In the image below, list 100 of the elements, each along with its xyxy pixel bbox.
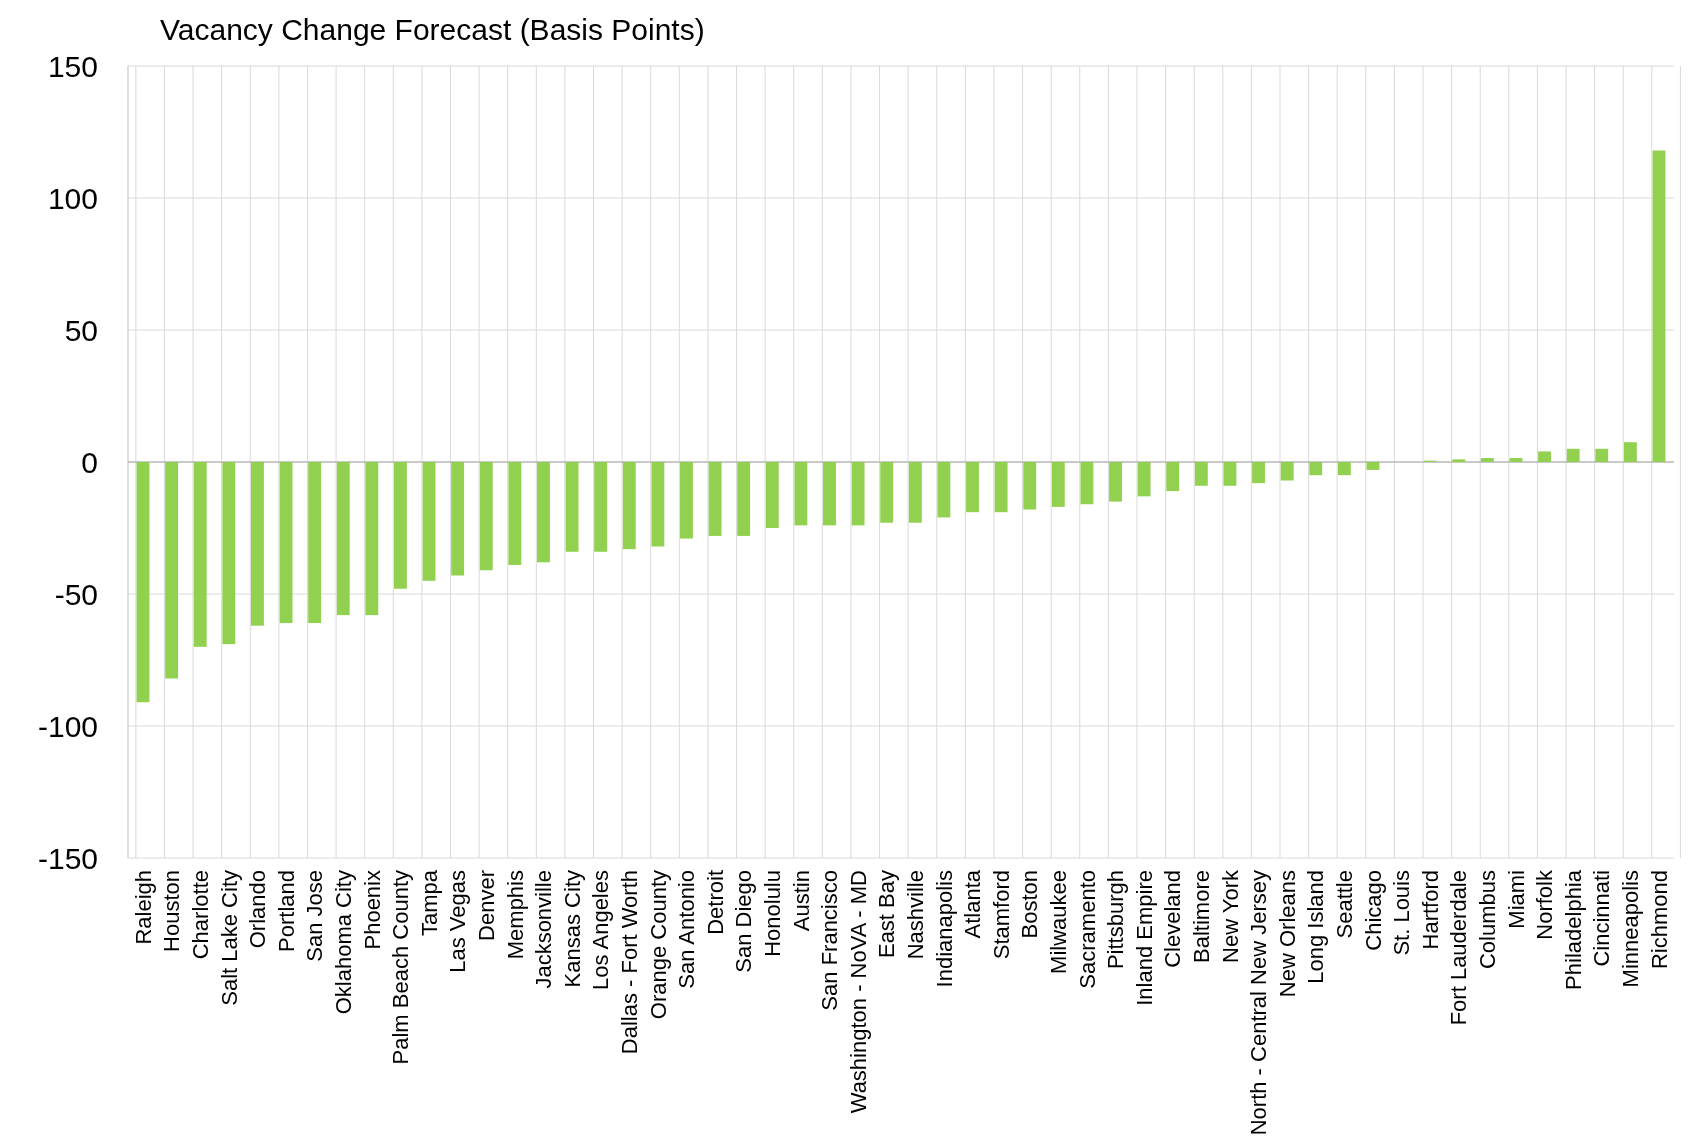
bar — [537, 462, 550, 563]
bar — [1166, 462, 1180, 492]
bar — [1623, 442, 1637, 462]
bar — [1109, 462, 1122, 502]
bar — [737, 462, 751, 536]
x-tick-label: Charlotte — [187, 870, 213, 960]
bar — [851, 462, 865, 526]
bar — [1538, 451, 1552, 462]
x-tick-label: San Antonio — [674, 870, 700, 989]
y-tick-label: 50 — [64, 313, 98, 347]
x-tick-label: Fort Lauderdale — [1446, 870, 1472, 1026]
bar — [1309, 462, 1323, 476]
bar — [1652, 150, 1666, 462]
bar — [937, 462, 951, 518]
bar — [365, 462, 379, 616]
x-tick-label: Jacksonville — [531, 870, 557, 989]
x-tick-label: Stamford — [988, 870, 1014, 960]
bar — [308, 462, 322, 624]
bar — [1595, 448, 1609, 462]
bar — [508, 462, 522, 565]
x-tick-label: Richmond — [1646, 870, 1672, 970]
bar — [880, 462, 894, 523]
bar — [565, 462, 579, 552]
x-tick-label: East Bay — [874, 870, 900, 959]
x-tick-label: Palm Beach County — [388, 870, 414, 1065]
bar — [1223, 462, 1237, 486]
bar — [222, 462, 236, 645]
x-tick-label: North - Central New Jersey — [1246, 870, 1272, 1136]
y-tick-label: -150 — [37, 841, 98, 875]
bar — [708, 462, 722, 536]
bar — [1080, 462, 1094, 505]
bar — [165, 462, 179, 679]
bar — [1337, 462, 1351, 476]
bar — [1252, 462, 1265, 484]
bar — [136, 462, 150, 703]
bar — [394, 462, 407, 589]
bar — [451, 462, 465, 576]
x-tick-label: Hartford — [1417, 870, 1443, 950]
bar — [908, 462, 922, 523]
x-tick-label: Chicago — [1360, 870, 1386, 951]
bar — [193, 462, 207, 647]
x-tick-label: Orlando — [245, 870, 271, 949]
x-tick-label: Norfolk — [1532, 869, 1558, 940]
x-tick-label: Sacramento — [1074, 870, 1100, 989]
x-tick-label: Honolulu — [759, 870, 785, 957]
bar — [1566, 448, 1580, 462]
bar — [966, 462, 979, 513]
x-tick-label: Raleigh — [130, 870, 156, 945]
x-tick-label: Boston — [1017, 870, 1043, 939]
bar — [1051, 462, 1065, 507]
bar — [1366, 462, 1380, 470]
x-tick-label: Baltimore — [1189, 870, 1215, 963]
x-tick-label: Oklahoma City — [330, 870, 356, 1015]
y-tick-label: -100 — [37, 709, 98, 743]
x-tick-label: Milwaukee — [1046, 870, 1072, 974]
bar — [1137, 462, 1151, 497]
bar — [994, 462, 1008, 513]
bar — [250, 462, 264, 626]
x-tick-label: Cincinnati — [1589, 870, 1615, 967]
x-tick-label: San Diego — [731, 870, 757, 973]
y-tick-label: 0 — [81, 445, 98, 479]
bar — [823, 462, 836, 526]
x-tick-label: Dallas - Fort Worth — [616, 870, 642, 1055]
x-tick-label: Atlanta — [960, 869, 986, 939]
x-tick-label: Salt Lake City — [216, 870, 242, 1006]
x-tick-label: Columbus — [1475, 870, 1501, 970]
bar — [1023, 462, 1037, 510]
bar — [1509, 458, 1523, 462]
bar — [1194, 462, 1208, 486]
bar — [336, 462, 350, 616]
x-tick-label: Memphis — [502, 870, 528, 960]
bar — [279, 462, 293, 624]
x-tick-label: Portland — [273, 870, 299, 952]
x-tick-label: Philadelphia — [1560, 869, 1586, 990]
x-tick-label: Austin — [788, 870, 814, 932]
bar — [422, 462, 436, 581]
x-tick-label: New York — [1217, 869, 1243, 963]
x-tick-label: San Jose — [302, 870, 328, 962]
bar — [794, 462, 808, 526]
x-tick-label: Detroit — [702, 870, 728, 935]
x-tick-label: Indianapolis — [931, 870, 957, 988]
bar — [1452, 459, 1466, 462]
x-tick-label: Seattle — [1332, 870, 1358, 939]
bar — [1280, 462, 1294, 481]
bar — [765, 462, 779, 528]
x-tick-label: Pittsburgh — [1103, 870, 1129, 970]
bar — [479, 462, 493, 571]
x-tick-label: Tampa — [416, 869, 442, 937]
x-tick-label: Inland Empire — [1131, 870, 1157, 1006]
y-tick-label: 150 — [47, 49, 98, 83]
x-tick-label: Miami — [1503, 870, 1529, 929]
x-tick-label: Los Angeles — [588, 870, 614, 990]
bar — [651, 462, 665, 547]
x-tick-label: Kansas City — [559, 870, 585, 988]
x-tick-label: Phoenix — [359, 870, 385, 950]
x-tick-label: Washington - NoVA - MD — [845, 870, 871, 1114]
x-tick-label: St. Louis — [1389, 870, 1415, 956]
x-tick-label: Long Island — [1303, 870, 1329, 984]
x-tick-label: Las Vegas — [445, 870, 471, 973]
x-tick-label: Nashville — [903, 870, 928, 960]
